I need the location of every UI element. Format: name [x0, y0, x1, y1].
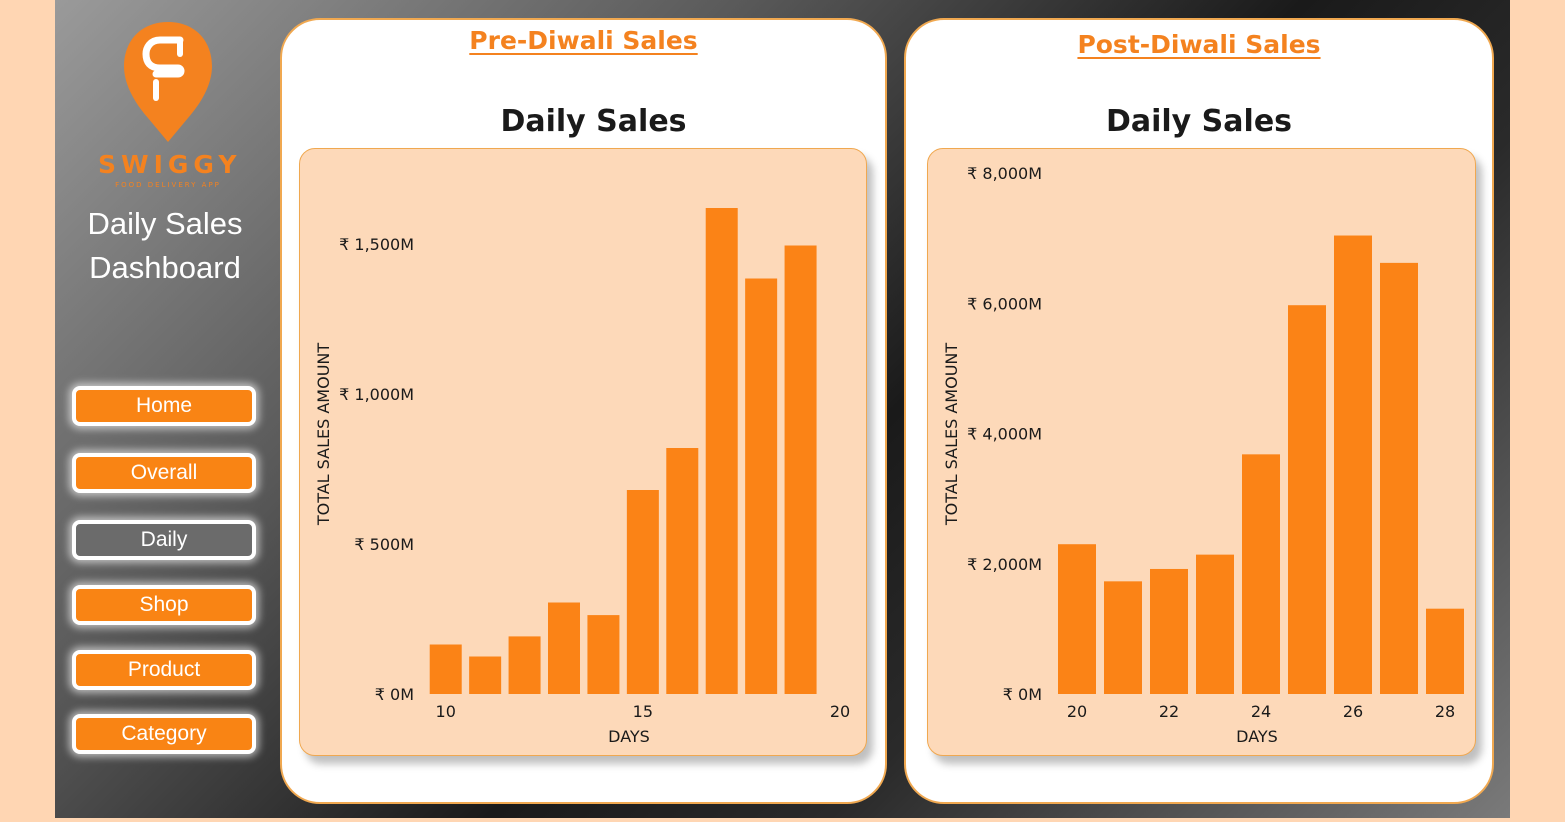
- pre-chart-title: Daily Sales: [500, 104, 687, 139]
- x-tick-label: 28: [1435, 702, 1455, 721]
- bar-day-11: [469, 656, 502, 694]
- bar-day-25: [1288, 305, 1326, 694]
- nav-product-button[interactable]: Product: [72, 650, 256, 690]
- bar-day-14: [587, 615, 620, 694]
- x-tick-label: 26: [1343, 702, 1363, 721]
- x-tick-label: 20: [830, 702, 850, 721]
- y-tick-label: ₹ 4,000M: [967, 425, 1042, 444]
- bar-day-10: [429, 644, 462, 694]
- y-axis-label: TOTAL SALES AMOUNT: [314, 343, 333, 527]
- pre-diwali-card: Pre-Diwali Sales Daily Sales ₹ 0M ₹ 500M ₹…: [280, 18, 887, 804]
- x-tick-label: 20: [1067, 702, 1087, 721]
- bar-day-15: [626, 490, 659, 694]
- post-plot-area: ₹ 0M ₹ 2,000M ₹ 4,000M ₹ 6,000M ₹ 8,000M 20 22…: [927, 148, 1476, 756]
- nav-overall-button[interactable]: Overall: [72, 453, 256, 493]
- pre-diwali-bar-chart: ₹ 0M ₹ 500M ₹ 1,000M ₹ 1,500M 10 15 20 DAYS TOTA…: [314, 208, 850, 746]
- x-tick-label: 24: [1251, 702, 1271, 721]
- bar-day-18: [745, 278, 778, 694]
- bar-day-21: [1104, 581, 1142, 694]
- x-tick-label: 15: [633, 702, 653, 721]
- bar-day-27: [1380, 262, 1418, 694]
- bar-day-16: [666, 448, 699, 694]
- bar-day-20: [1058, 544, 1096, 694]
- bar-day-26: [1334, 235, 1372, 694]
- nav-daily-button[interactable]: Daily: [72, 520, 256, 560]
- bar-day-17: [705, 208, 738, 694]
- pre-diwali-heading: Pre-Diwali Sales: [469, 26, 698, 55]
- y-axis-label: TOTAL SALES AMOUNT: [942, 343, 961, 527]
- bar-day-28: [1426, 608, 1464, 694]
- right-margin: [1510, 0, 1565, 822]
- post-chart-title: Daily Sales: [1105, 104, 1293, 139]
- nav-shop-button[interactable]: Shop: [72, 585, 256, 625]
- logo-wordmark: SWIGGY: [98, 150, 242, 179]
- post-diwali-heading: Post-Diwali Sales: [1077, 30, 1321, 59]
- bar-day-22: [1150, 568, 1188, 694]
- y-tick-label: ₹ 0M: [1003, 685, 1042, 704]
- nav-category-button[interactable]: Category: [72, 714, 256, 754]
- x-axis-label: DAYS: [1236, 727, 1278, 746]
- y-tick-label: ₹ 0M: [375, 685, 414, 704]
- nav-home-button[interactable]: Home: [72, 386, 256, 426]
- x-axis-label: DAYS: [608, 727, 650, 746]
- bar-day-23: [1196, 554, 1234, 694]
- y-tick-label: ₹ 6,000M: [967, 294, 1042, 313]
- y-tick-label: ₹ 1,000M: [339, 385, 414, 404]
- x-tick-label: 22: [1159, 702, 1179, 721]
- pre-plot-area: ₹ 0M ₹ 500M ₹ 1,000M ₹ 1,500M 10 15 20 DAYS TOTA…: [299, 148, 867, 756]
- dashboard-title: Daily Sales Dashboard: [60, 202, 270, 290]
- swiggy-logo-icon: [124, 22, 212, 142]
- dashboard-title-line1: Daily Sales: [87, 206, 243, 241]
- bar-day-24: [1242, 454, 1280, 694]
- y-tick-label: ₹ 2,000M: [967, 555, 1042, 574]
- logo-tagline: FOOD DELIVERY APP: [115, 181, 221, 189]
- y-tick-label: ₹ 500M: [354, 535, 414, 554]
- y-tick-label: ₹ 1,500M: [339, 235, 414, 254]
- bar-day-12: [508, 636, 541, 694]
- y-tick-label: ₹ 8,000M: [967, 164, 1042, 183]
- dashboard-title-line2: Dashboard: [89, 250, 241, 285]
- bar-day-13: [548, 602, 580, 694]
- post-diwali-card: Post-Diwali Sales Daily Sales ₹ 0M ₹ 2,00…: [904, 18, 1494, 804]
- post-diwali-bar-chart: ₹ 0M ₹ 2,000M ₹ 4,000M ₹ 6,000M ₹ 8,000M 20 22…: [942, 164, 1464, 746]
- bar-day-19: [784, 245, 817, 694]
- x-tick-label: 10: [436, 702, 456, 721]
